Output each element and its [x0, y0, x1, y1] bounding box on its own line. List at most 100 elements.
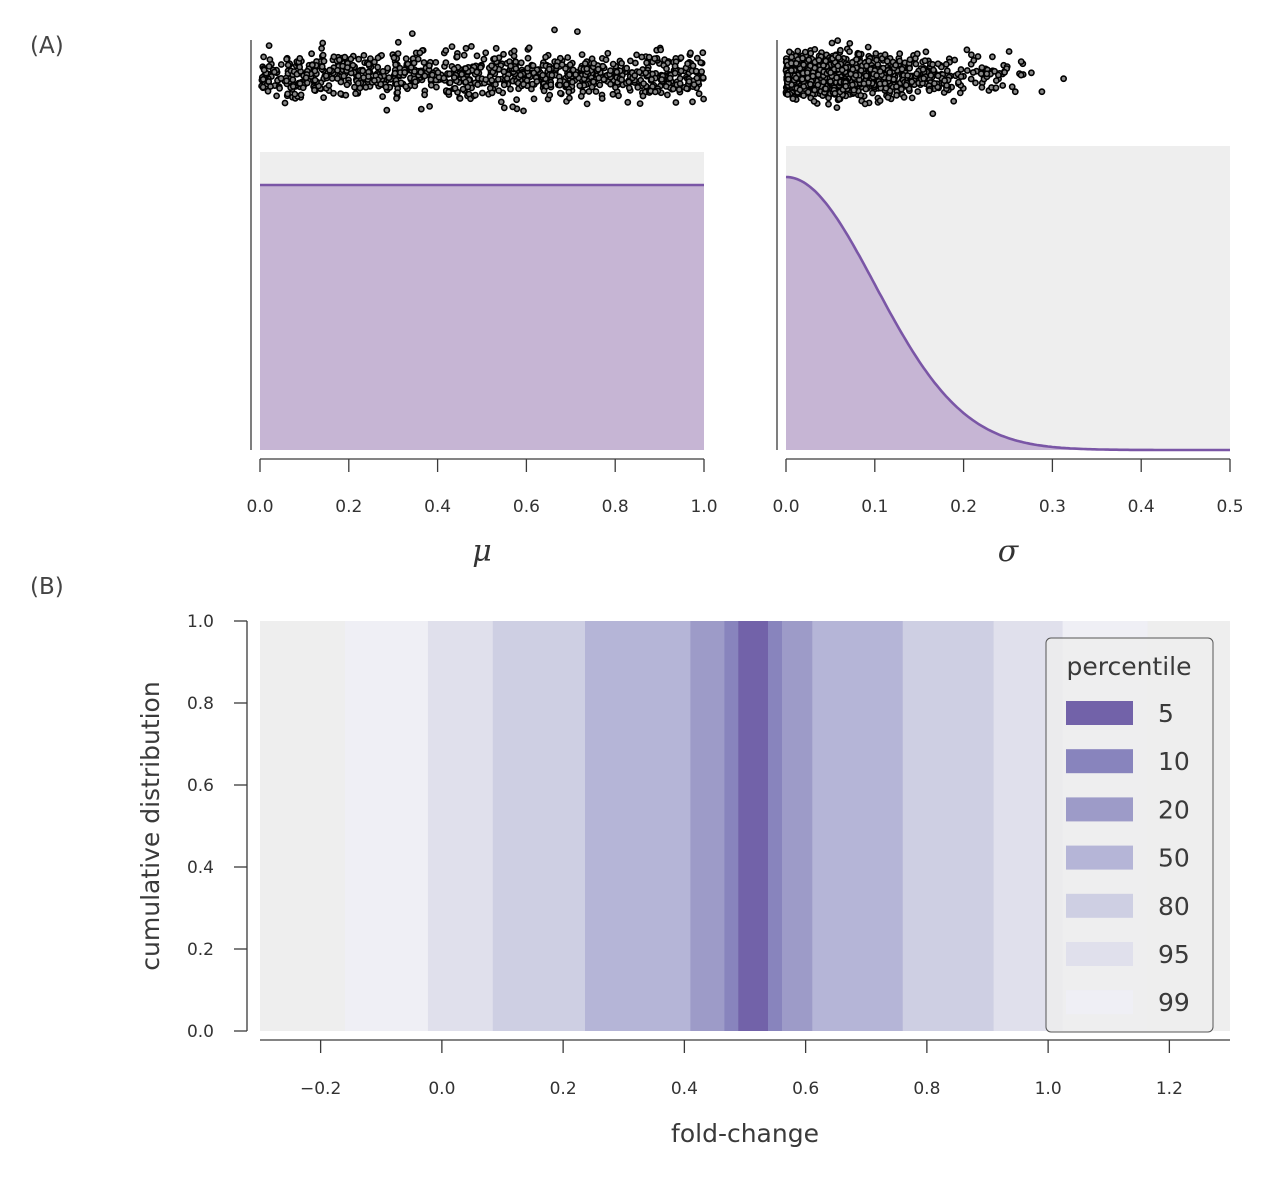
sample-point	[576, 82, 584, 90]
sample-point	[325, 82, 333, 89]
sample-point	[574, 28, 581, 35]
x-tick-label: 1.2	[1156, 1079, 1183, 1099]
sample-point	[693, 74, 701, 82]
sample-point	[664, 91, 671, 99]
legend-item-10: 10	[1066, 747, 1190, 776]
sample-point	[488, 62, 495, 70]
mu-sample-strip	[258, 26, 707, 115]
sample-point	[488, 89, 496, 97]
sample-point	[1038, 88, 1046, 96]
sample-point	[983, 70, 991, 78]
sample-point	[943, 67, 951, 75]
sample-point	[957, 73, 965, 80]
sample-point	[594, 65, 602, 73]
sample-point	[277, 61, 285, 68]
mu-density-fill	[260, 185, 704, 450]
sample-point	[800, 92, 807, 99]
sample-point	[934, 60, 942, 68]
legend-items: 5 10 20 50 80 95 99	[1066, 699, 1190, 1017]
sample-point	[359, 67, 367, 75]
sample-point	[478, 89, 486, 97]
y-tick-label: 0.0	[187, 1022, 214, 1042]
sample-point	[394, 38, 402, 46]
sample-point	[810, 97, 818, 105]
sample-point	[379, 68, 387, 75]
sample-point	[834, 37, 842, 44]
legend-title: percentile	[1066, 652, 1191, 681]
sample-point	[835, 95, 843, 103]
sample-point	[612, 84, 619, 91]
sample-point	[676, 75, 684, 82]
cdf-y-label: cumulative distribution	[136, 681, 165, 970]
sample-point	[881, 51, 889, 59]
sample-point	[846, 48, 853, 55]
sample-point	[671, 69, 679, 77]
sample-point	[651, 88, 659, 96]
sample-point	[815, 56, 823, 64]
sample-point	[445, 88, 452, 96]
sample-point	[1060, 75, 1067, 83]
sample-point	[507, 85, 514, 93]
sample-point	[320, 94, 327, 101]
sample-point	[432, 83, 440, 91]
sample-point	[906, 56, 914, 63]
sample-point	[902, 81, 910, 89]
sample-point	[634, 84, 642, 91]
sample-point	[689, 98, 696, 106]
sample-point	[512, 65, 520, 72]
sample-point	[319, 39, 327, 47]
sample-point	[566, 94, 573, 102]
sample-point	[931, 80, 938, 87]
sample-point	[440, 74, 448, 82]
sample-point	[624, 98, 632, 106]
sample-point	[391, 69, 399, 77]
sample-point	[360, 52, 368, 59]
sample-point	[581, 60, 589, 67]
sample-point	[855, 50, 863, 58]
sample-point	[827, 69, 834, 76]
sample-point	[370, 77, 378, 84]
sample-point	[857, 92, 865, 99]
sample-point	[636, 100, 644, 107]
sample-point	[896, 50, 904, 58]
sample-point	[602, 56, 610, 64]
sample-point	[319, 51, 327, 59]
sample-point	[547, 81, 555, 89]
sample-point	[784, 91, 792, 98]
sample-point	[525, 44, 533, 52]
sample-point	[417, 68, 425, 76]
sample-point	[837, 46, 844, 54]
sample-point	[687, 49, 694, 57]
sample-point	[349, 61, 357, 69]
sample-point	[789, 95, 797, 102]
sample-point	[885, 74, 893, 82]
sample-point	[992, 77, 1000, 84]
sample-point	[318, 63, 326, 71]
sample-point	[615, 92, 622, 100]
sample-point	[692, 67, 700, 75]
sample-point	[382, 83, 390, 91]
sample-point	[913, 70, 921, 78]
sample-point	[337, 90, 344, 98]
legend-item-20: 20	[1066, 795, 1190, 824]
sample-point	[672, 99, 680, 106]
sample-point	[977, 70, 985, 78]
sample-point	[420, 59, 428, 66]
sample-point	[410, 59, 418, 67]
sample-point	[883, 57, 891, 65]
sample-point	[448, 43, 456, 50]
sample-point	[462, 65, 470, 72]
y-tick-label: 0.4	[187, 858, 214, 878]
sample-point	[426, 103, 433, 110]
sample-point	[695, 90, 703, 98]
sample-point	[545, 65, 553, 73]
sample-point	[311, 76, 319, 84]
sample-point	[956, 89, 964, 97]
sample-point	[831, 90, 839, 97]
sample-point	[804, 69, 811, 77]
sample-point	[393, 95, 400, 102]
sample-point	[904, 72, 911, 79]
sample-point	[500, 68, 508, 76]
sample-point	[517, 71, 524, 79]
sample-point	[370, 58, 378, 66]
